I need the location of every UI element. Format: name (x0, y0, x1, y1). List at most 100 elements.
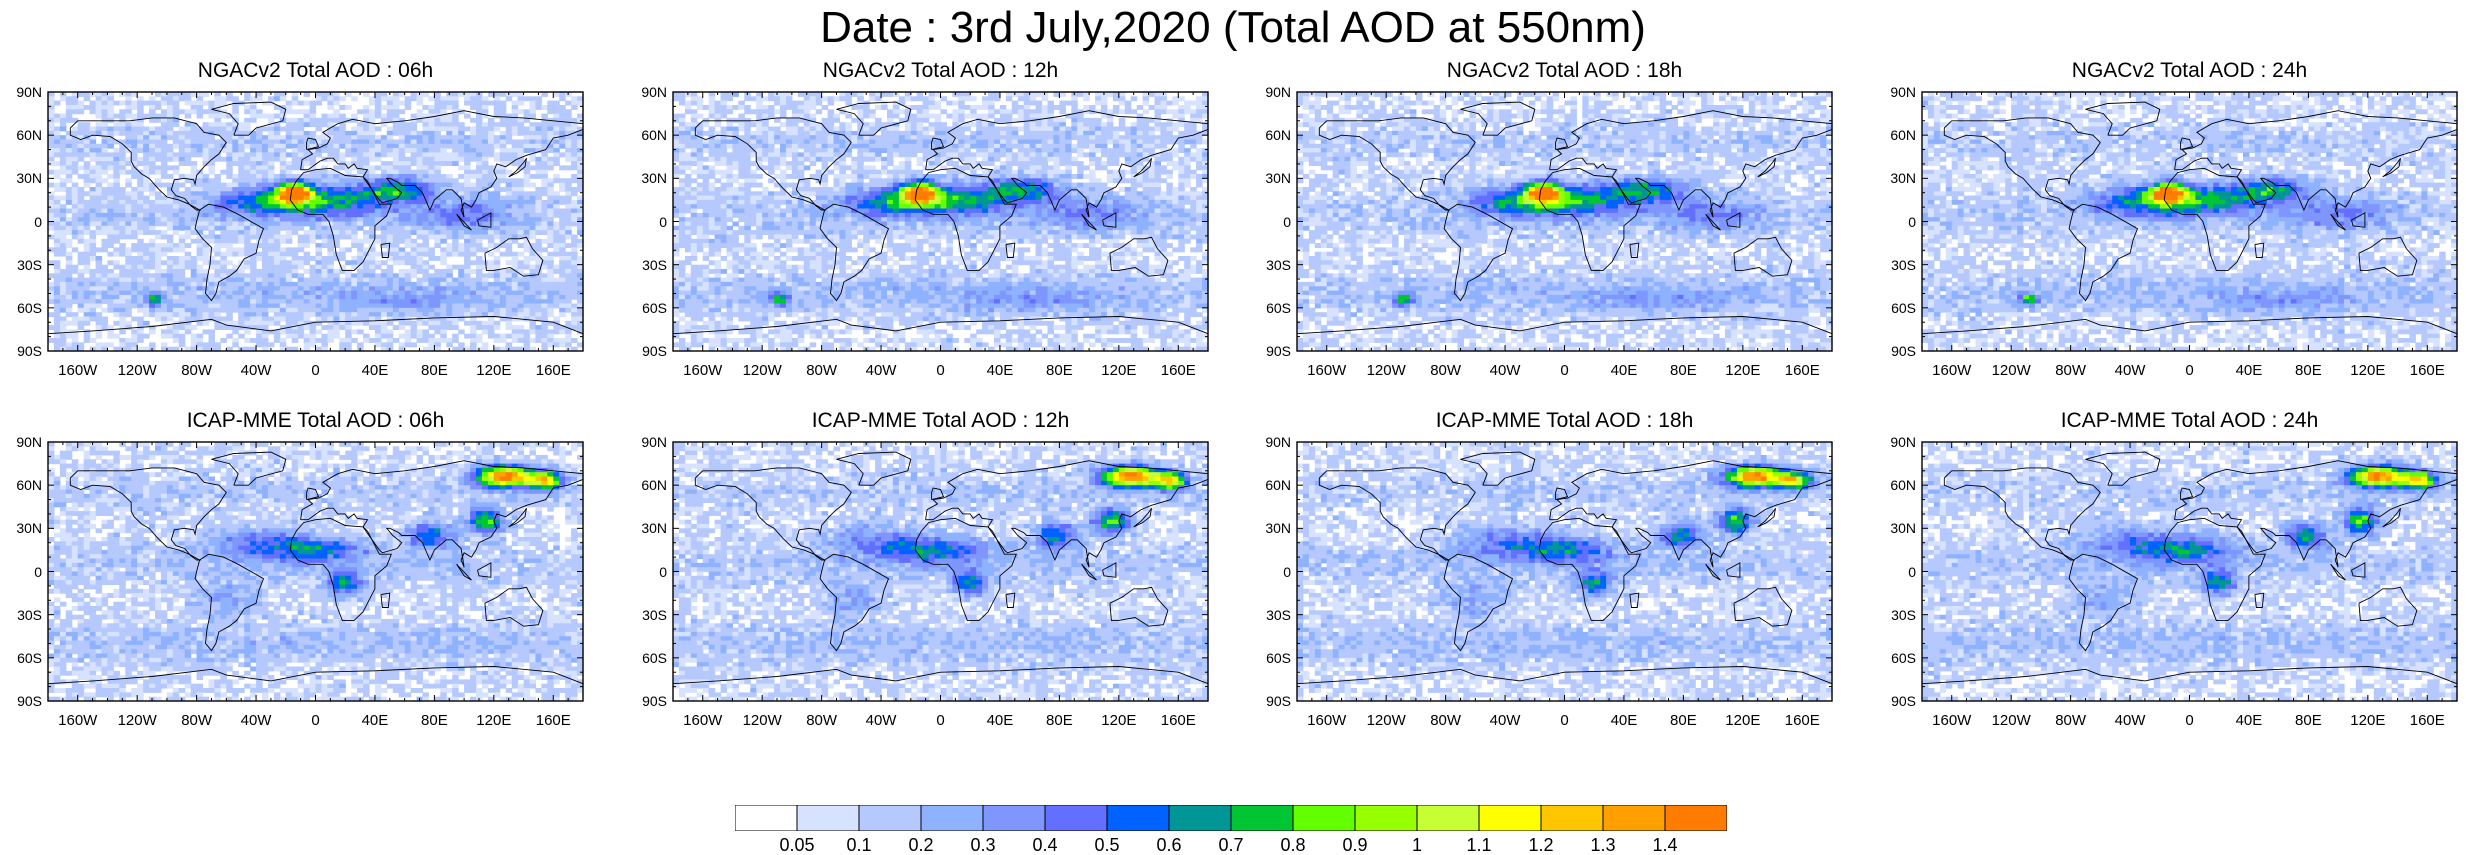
lon-tick-label: 40W (1475, 363, 1535, 379)
lon-tick-label: 120W (107, 363, 167, 379)
lat-tick-label: 90N (1261, 434, 1291, 450)
colorbar-tick-label: 1.2 (1511, 836, 1571, 854)
colorbar-tick-label: 1.1 (1449, 836, 1509, 854)
lat-tick-label: 60N (12, 127, 42, 143)
lat-tick-label: 60S (637, 650, 667, 666)
colorbar-tick-label: 0.6 (1139, 836, 1199, 854)
lon-tick-label: 120W (732, 713, 792, 729)
lat-tick-label: 90S (12, 693, 42, 709)
colorbar-box (1293, 805, 1355, 831)
aod-field (1922, 92, 2458, 352)
colorbar-tick-label: 1.3 (1573, 836, 1633, 854)
panel-title: ICAP-MME Total AOD : 06h (48, 409, 583, 433)
lat-tick-label: 60N (1886, 127, 1916, 143)
lon-tick-label: 160W (48, 363, 108, 379)
colorbar-graphic (735, 805, 1727, 831)
lon-tick-label: 40W (851, 363, 911, 379)
lon-tick-label: 160E (1148, 363, 1208, 379)
colorbar-tick-label: 1.4 (1635, 836, 1695, 854)
lon-tick-label: 80E (1029, 713, 1089, 729)
colorbar-box (1665, 805, 1727, 831)
lat-tick-label: 30S (1261, 607, 1291, 623)
lat-tick-label: 60N (12, 477, 42, 493)
colorbar-box (1417, 805, 1479, 831)
lat-tick-label: 0 (1261, 214, 1291, 230)
lon-tick-label: 80W (792, 363, 852, 379)
lat-tick-label: 30N (12, 170, 42, 186)
colorbar-tick-label: 0.8 (1263, 836, 1323, 854)
aod-map-svg (673, 442, 1208, 701)
lon-tick-label: 40E (1594, 713, 1654, 729)
lon-tick-label: 80E (404, 363, 464, 379)
lon-tick-label: 160E (1772, 713, 1832, 729)
lon-tick-label: 160W (1922, 713, 1982, 729)
map-plot (1922, 442, 2457, 701)
lon-tick-label: 80W (167, 363, 227, 379)
lon-tick-label: 80E (1653, 363, 1713, 379)
lon-tick-label: 120E (464, 363, 524, 379)
aod-map-svg (48, 92, 583, 351)
lon-tick-label: 40W (851, 713, 911, 729)
lon-tick-label: 120E (1713, 713, 1773, 729)
lat-tick-label: 90N (1886, 434, 1916, 450)
aod-field (673, 442, 1209, 702)
lon-tick-label: 40E (345, 713, 405, 729)
colorbar-box (1541, 805, 1603, 831)
panel-title: ICAP-MME Total AOD : 18h (1297, 409, 1832, 433)
lat-tick-label: 0 (1886, 214, 1916, 230)
lon-tick-label: 80W (167, 713, 227, 729)
aod-field (1922, 442, 2458, 702)
colorbar-box (1045, 805, 1107, 831)
colorbar-box (859, 805, 921, 831)
panel-title: NGACv2 Total AOD : 18h (1297, 59, 1832, 83)
lat-tick-label: 30S (637, 257, 667, 273)
lon-tick-label: 160W (1922, 363, 1982, 379)
lon-tick-label: 160E (523, 363, 583, 379)
panel-title: ICAP-MME Total AOD : 12h (673, 409, 1208, 433)
lon-tick-label: 0 (286, 363, 346, 379)
lon-tick-label: 40E (970, 363, 1030, 379)
aod-map-svg (48, 442, 583, 701)
lon-tick-label: 80E (1029, 363, 1089, 379)
lat-tick-label: 0 (1886, 564, 1916, 580)
colorbar-tick-label: 0.1 (829, 836, 889, 854)
lon-tick-label: 120E (2338, 713, 2398, 729)
colorbar-box (735, 805, 797, 831)
lat-tick-label: 30N (637, 520, 667, 536)
lon-tick-label: 80W (1416, 713, 1476, 729)
lon-tick-label: 160E (523, 713, 583, 729)
lat-tick-label: 30N (1261, 170, 1291, 186)
lat-tick-label: 90N (12, 434, 42, 450)
aod-field (48, 92, 584, 352)
lat-tick-label: 30N (1886, 520, 1916, 536)
aod-map-svg (673, 92, 1208, 351)
panel-title: NGACv2 Total AOD : 06h (48, 59, 583, 83)
lon-tick-label: 0 (1535, 713, 1595, 729)
map-plot (673, 92, 1208, 351)
colorbar-box (1355, 805, 1417, 831)
lat-tick-label: 30N (1886, 170, 1916, 186)
lon-tick-label: 80E (404, 713, 464, 729)
lat-tick-label: 90N (12, 84, 42, 100)
map-plot (673, 442, 1208, 701)
lon-tick-label: 40E (970, 713, 1030, 729)
panel-title: NGACv2 Total AOD : 12h (673, 59, 1208, 83)
aod-field (1297, 92, 1833, 352)
colorbar-box (983, 805, 1045, 831)
lon-tick-label: 40W (2100, 363, 2160, 379)
lon-tick-label: 120W (1981, 363, 2041, 379)
lon-tick-label: 0 (1535, 363, 1595, 379)
lon-tick-label: 120W (1981, 713, 2041, 729)
lat-tick-label: 90N (637, 84, 667, 100)
colorbar-box (1603, 805, 1665, 831)
lat-tick-label: 30S (12, 607, 42, 623)
lon-tick-label: 80E (1653, 713, 1713, 729)
lat-tick-label: 60S (12, 300, 42, 316)
lat-tick-label: 30S (637, 607, 667, 623)
map-plot (48, 442, 583, 701)
lat-tick-label: 90S (637, 343, 667, 359)
aod-map-svg (1922, 442, 2457, 701)
